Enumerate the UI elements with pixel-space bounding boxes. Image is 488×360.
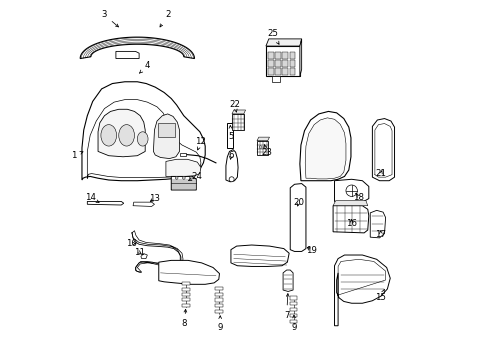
Bar bbox=[182, 288, 190, 291]
Circle shape bbox=[345, 185, 357, 197]
Polygon shape bbox=[334, 255, 389, 326]
FancyBboxPatch shape bbox=[265, 46, 299, 76]
Circle shape bbox=[229, 177, 234, 182]
Bar bbox=[275, 68, 281, 75]
Bar bbox=[267, 68, 273, 75]
Text: 5: 5 bbox=[228, 126, 233, 141]
Polygon shape bbox=[332, 201, 367, 206]
Polygon shape bbox=[153, 114, 179, 158]
Bar bbox=[215, 298, 223, 302]
Bar bbox=[267, 53, 273, 59]
Polygon shape bbox=[141, 253, 147, 258]
Bar bbox=[215, 310, 223, 313]
Circle shape bbox=[175, 176, 178, 179]
Bar bbox=[289, 53, 295, 59]
Bar bbox=[289, 68, 295, 75]
Polygon shape bbox=[305, 118, 345, 179]
Polygon shape bbox=[159, 260, 219, 284]
Circle shape bbox=[263, 146, 266, 149]
Bar bbox=[180, 153, 185, 156]
Bar bbox=[215, 287, 223, 290]
Polygon shape bbox=[133, 202, 154, 206]
Ellipse shape bbox=[137, 132, 148, 146]
Bar bbox=[289, 320, 297, 323]
Text: 16: 16 bbox=[346, 219, 356, 228]
Polygon shape bbox=[225, 150, 238, 182]
Polygon shape bbox=[299, 39, 301, 76]
Bar bbox=[289, 302, 297, 306]
Text: 9: 9 bbox=[291, 315, 297, 332]
Polygon shape bbox=[98, 109, 145, 157]
Polygon shape bbox=[165, 159, 201, 177]
Bar bbox=[182, 282, 190, 285]
Text: 6: 6 bbox=[228, 151, 233, 160]
Bar bbox=[267, 60, 273, 67]
Text: 24: 24 bbox=[188, 172, 203, 181]
Text: 11: 11 bbox=[133, 248, 144, 257]
Text: 8: 8 bbox=[182, 309, 187, 328]
Bar bbox=[215, 304, 223, 307]
Bar bbox=[182, 303, 190, 307]
Polygon shape bbox=[272, 76, 280, 82]
Bar bbox=[289, 314, 297, 317]
Bar bbox=[282, 60, 287, 67]
Polygon shape bbox=[231, 110, 245, 114]
Text: 14: 14 bbox=[84, 193, 99, 202]
Text: 23: 23 bbox=[261, 145, 272, 157]
Text: 3: 3 bbox=[102, 10, 118, 27]
Bar bbox=[289, 296, 297, 300]
Bar bbox=[275, 60, 281, 67]
Polygon shape bbox=[283, 270, 292, 292]
Text: 4: 4 bbox=[140, 61, 150, 73]
Polygon shape bbox=[82, 82, 205, 181]
Bar bbox=[275, 53, 281, 59]
Polygon shape bbox=[257, 137, 269, 141]
Text: 13: 13 bbox=[149, 194, 160, 203]
Polygon shape bbox=[257, 141, 267, 155]
Ellipse shape bbox=[101, 125, 116, 146]
Circle shape bbox=[182, 176, 185, 179]
FancyBboxPatch shape bbox=[158, 123, 175, 137]
Bar bbox=[282, 53, 287, 59]
Text: 2: 2 bbox=[160, 10, 170, 27]
Polygon shape bbox=[265, 39, 301, 46]
Text: 25: 25 bbox=[266, 29, 279, 44]
Polygon shape bbox=[230, 245, 288, 266]
Polygon shape bbox=[299, 111, 350, 181]
Polygon shape bbox=[171, 176, 196, 190]
Text: 18: 18 bbox=[353, 193, 364, 202]
Polygon shape bbox=[332, 206, 368, 233]
Text: 22: 22 bbox=[228, 100, 240, 112]
Bar bbox=[215, 293, 223, 296]
Text: 15: 15 bbox=[375, 289, 386, 302]
Ellipse shape bbox=[119, 125, 134, 146]
Text: 10: 10 bbox=[126, 239, 137, 248]
Polygon shape bbox=[231, 114, 244, 130]
Text: 9: 9 bbox=[217, 316, 223, 332]
Bar bbox=[289, 308, 297, 311]
Text: 21: 21 bbox=[375, 169, 386, 178]
Bar bbox=[182, 298, 190, 301]
Polygon shape bbox=[290, 184, 305, 251]
Polygon shape bbox=[87, 202, 123, 205]
Polygon shape bbox=[334, 179, 368, 203]
Bar bbox=[289, 60, 295, 67]
Text: 1: 1 bbox=[71, 151, 83, 160]
Text: 19: 19 bbox=[305, 246, 316, 255]
Text: 20: 20 bbox=[293, 198, 304, 207]
Circle shape bbox=[189, 176, 192, 179]
Text: 17: 17 bbox=[375, 230, 386, 239]
Polygon shape bbox=[372, 118, 394, 181]
Bar bbox=[282, 68, 287, 75]
Text: 12: 12 bbox=[195, 137, 206, 150]
Polygon shape bbox=[80, 37, 194, 59]
Polygon shape bbox=[116, 51, 139, 59]
Text: 7: 7 bbox=[284, 294, 289, 320]
Polygon shape bbox=[369, 210, 385, 238]
Bar bbox=[182, 293, 190, 296]
Circle shape bbox=[259, 146, 262, 149]
Polygon shape bbox=[227, 123, 233, 148]
